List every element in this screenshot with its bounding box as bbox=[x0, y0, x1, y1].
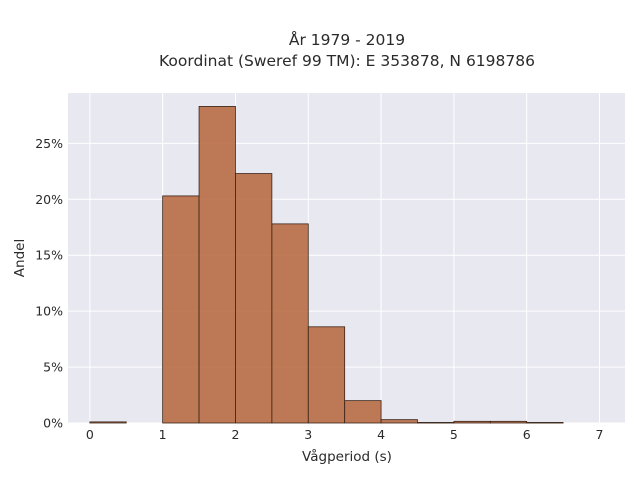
histogram-bar-9 bbox=[453, 420, 491, 424]
y-tick-label-1: 5% bbox=[43, 360, 63, 375]
histogram-bar-7 bbox=[380, 419, 418, 424]
y-tick-label-0: 0% bbox=[43, 416, 63, 431]
histogram-bar-4 bbox=[271, 223, 309, 424]
histogram-bar-1 bbox=[162, 195, 200, 424]
bars bbox=[89, 106, 564, 424]
histogram-bar-11 bbox=[526, 422, 564, 424]
x-tick-labels: 0 1 2 3 4 5 6 7 bbox=[86, 427, 604, 442]
y-axis-label: Andel bbox=[12, 239, 28, 277]
x-tick-label-6: 6 bbox=[523, 427, 531, 442]
x-tick-label-2: 2 bbox=[231, 427, 239, 442]
y-tick-label-4: 20% bbox=[35, 192, 63, 207]
histogram-bar-2 bbox=[198, 106, 236, 424]
y-tick-label-5: 25% bbox=[35, 136, 63, 151]
x-tick-label-3: 3 bbox=[304, 427, 312, 442]
x-tick-label-5: 5 bbox=[450, 427, 458, 442]
histogram-bar-3 bbox=[235, 173, 273, 424]
y-tick-labels: 0% 5% 10% 15% 20% 25% bbox=[35, 136, 63, 431]
y-tick-label-3: 15% bbox=[35, 248, 63, 263]
x-tick-label-4: 4 bbox=[377, 427, 385, 442]
x-tick-label-7: 7 bbox=[596, 427, 604, 442]
grid-lines bbox=[68, 93, 625, 424]
x-tick-label-1: 1 bbox=[159, 427, 167, 442]
histogram-bar-10 bbox=[489, 420, 528, 424]
chart-title-line-1: År 1979 - 2019 bbox=[289, 30, 405, 49]
histogram-bar-6 bbox=[344, 400, 382, 424]
histogram-bar-8 bbox=[417, 422, 455, 424]
histogram-bar-5 bbox=[307, 326, 346, 424]
y-tick-label-2: 10% bbox=[35, 304, 63, 319]
chart-title-line-2: Koordinat (Sweref 99 TM): E 353878, N 61… bbox=[159, 52, 535, 70]
plot-area bbox=[68, 93, 625, 423]
histogram-bar-0 bbox=[89, 421, 127, 424]
x-axis-label: Vågperiod (s) bbox=[302, 448, 392, 465]
x-tick-label-0: 0 bbox=[86, 427, 94, 442]
